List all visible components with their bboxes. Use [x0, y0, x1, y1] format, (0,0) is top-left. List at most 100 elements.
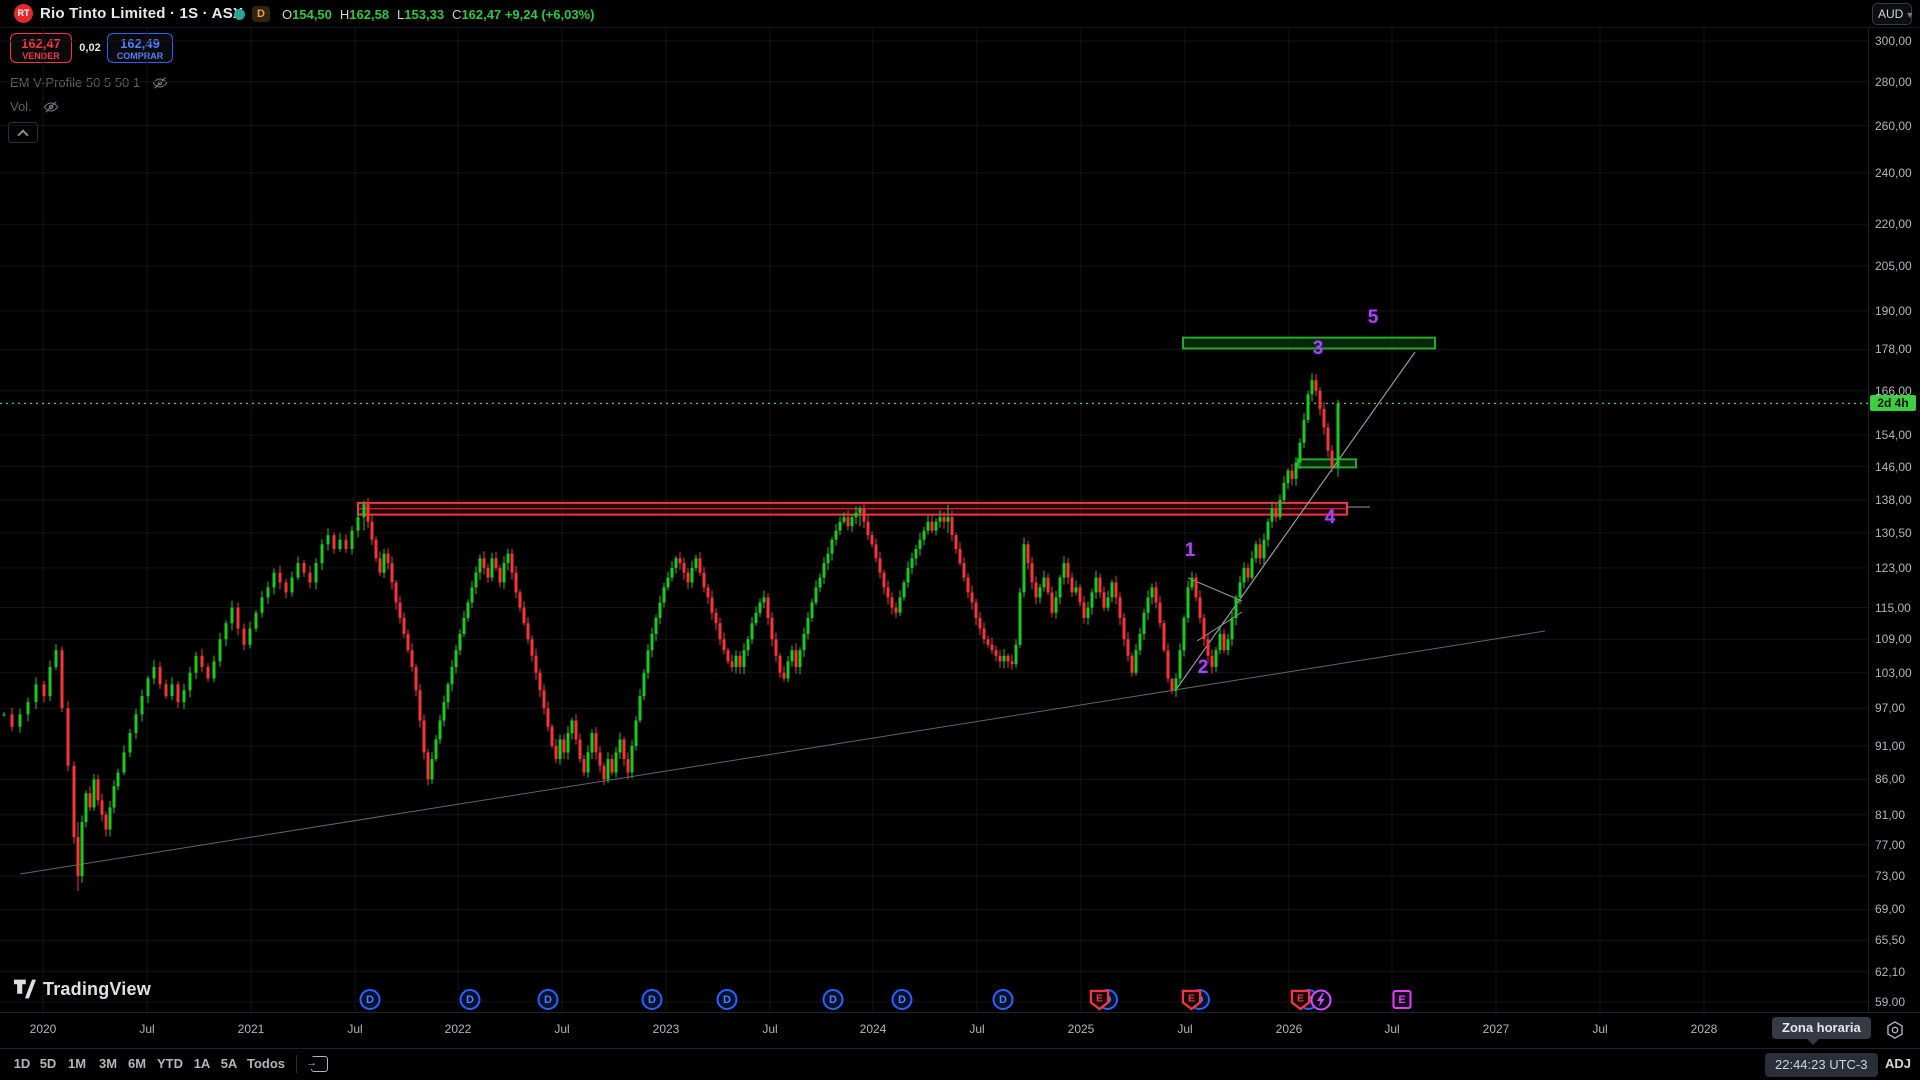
chevron-down-icon: ▼ — [1905, 10, 1915, 20]
dividend-marker[interactable]: D — [359, 989, 381, 1010]
time-tick: Jul — [969, 1022, 985, 1036]
dividend-marker[interactable]: D — [891, 989, 913, 1010]
price-tick: 138,00 — [1875, 492, 1912, 507]
spread-value: 0,02 — [79, 42, 101, 54]
time-tick: Jul — [1592, 1022, 1608, 1036]
earnings-dividend-marker[interactable]: D E — [1089, 989, 1121, 1011]
high-label: H — [339, 7, 350, 22]
wave-label-2[interactable]: 2 — [1197, 657, 1209, 678]
open-label: O — [282, 7, 293, 22]
gear-icon[interactable] — [1886, 1021, 1904, 1039]
dividend-marker[interactable]: D — [992, 989, 1014, 1010]
sell-price: 162,47 — [21, 36, 61, 51]
price-tick: 109,00 — [1875, 632, 1912, 647]
price-tick: 97,00 — [1875, 701, 1906, 716]
symbol-logo[interactable]: RT — [14, 4, 33, 23]
ohlc-readout: O154,50 H162,58 L153,33 C162,47 +9,24 (+6,0… — [282, 7, 594, 22]
price-tick: 115,00 — [1875, 600, 1911, 615]
toolbar-divider — [296, 1055, 297, 1073]
range-button-5d[interactable]: 5D — [39, 1056, 57, 1071]
sell-label: VENDER — [22, 51, 60, 61]
symbol-title[interactable]: Rio Tinto Limited · 1S · ASX — [40, 5, 244, 22]
price-tick: 62,10 — [1875, 964, 1906, 979]
svg-text:E: E — [1096, 992, 1103, 1004]
tradingview-glyph-icon — [14, 979, 36, 999]
market-status-dot — [234, 9, 245, 20]
wave-label-4[interactable]: 4 — [1324, 507, 1336, 528]
dividend-icon: D — [359, 989, 381, 1010]
time-tick: 2021 — [237, 1022, 265, 1036]
price-tick: 154,00 — [1875, 428, 1912, 443]
go-to-date-icon[interactable] — [306, 1056, 328, 1072]
earnings-dividend-marker[interactable]: D E — [1181, 989, 1213, 1011]
tradingview-logo[interactable]: TradingView — [14, 979, 151, 1000]
eye-off-icon[interactable] — [152, 76, 168, 90]
time-axis[interactable]: 2020 Jul 2021 Jul 2022 Jul 2023 Jul 2024 Jul 2025 J… — [0, 1012, 1920, 1048]
dividend-marker[interactable]: D — [822, 989, 844, 1010]
dividend-icon: D — [716, 989, 738, 1010]
currency-selector[interactable]: AUD ▼ — [1872, 3, 1915, 25]
price-tick: 123,00 — [1875, 560, 1912, 575]
svg-text:E: E — [1188, 992, 1195, 1004]
indicator-legend-volume[interactable]: Vol. — [10, 99, 59, 114]
range-button-1d[interactable]: 1D — [13, 1056, 31, 1071]
dividend-icon: D — [537, 989, 559, 1010]
low-value: 153,33 — [404, 7, 445, 22]
price-tick: 300,00 — [1875, 34, 1912, 48]
range-button-todos[interactable]: Todos — [246, 1056, 286, 1071]
price-tick: 65,50 — [1875, 933, 1906, 948]
wave-label-1[interactable]: 1 — [1184, 540, 1196, 561]
sell-button[interactable]: 162,47 VENDER — [10, 33, 72, 63]
close-label: C — [452, 7, 462, 22]
wave-label-5[interactable]: 5 — [1367, 307, 1379, 328]
dividend-icon: D — [641, 989, 663, 1010]
time-tick: Jul — [139, 1022, 155, 1036]
range-button-5a[interactable]: 5A — [220, 1056, 238, 1071]
dividend-icon: D — [891, 989, 913, 1010]
range-button-3m[interactable]: 3M — [98, 1056, 118, 1071]
earnings-icon: E — [1392, 990, 1412, 1009]
buy-button[interactable]: 162,49 COMPRAR — [107, 33, 173, 63]
range-button-1a[interactable]: 1A — [193, 1056, 211, 1071]
price-tick: 240,00 — [1875, 165, 1912, 180]
earnings-dividend-bolt-marker[interactable]: D E — [1290, 989, 1334, 1011]
wave-label-3[interactable]: 3 — [1312, 338, 1324, 359]
buy-price: 162,49 — [120, 36, 160, 51]
bottom-toolbar: 1D 5D 1M 3M 6M YTD 1A 5A Todos 22:44:23 UTC-3 AD… — [0, 1048, 1920, 1080]
dividend-marker[interactable]: D — [459, 989, 481, 1010]
eye-off-icon[interactable] — [43, 100, 59, 114]
candlestick-chart[interactable] — [0, 28, 1868, 1012]
price-tick: 166,00 — [1875, 383, 1912, 398]
price-tick: 73,00 — [1875, 869, 1906, 884]
clock-timezone-button[interactable]: 22:44:23 UTC-3 — [1765, 1053, 1878, 1077]
price-tick: 91,00 — [1875, 738, 1906, 753]
range-button-ytd[interactable]: YTD — [157, 1056, 183, 1071]
price-tick: 130,50 — [1875, 525, 1912, 540]
time-tick: 2020 — [29, 1022, 57, 1036]
dividend-marker[interactable]: D — [641, 989, 663, 1010]
dividend-icon: D — [459, 989, 481, 1010]
svg-text:E: E — [1297, 992, 1304, 1004]
range-button-6m[interactable]: 6M — [127, 1056, 147, 1071]
collapse-legend-button[interactable] — [8, 122, 38, 143]
top-toolbar: RT Rio Tinto Limited · 1S · ASX D O154,5… — [0, 0, 1920, 28]
adjust-data-toggle[interactable]: ADJ — [1885, 1056, 1912, 1071]
time-tick: Jul — [1384, 1022, 1400, 1036]
dividend-marker[interactable]: D — [537, 989, 559, 1010]
change-value: +9,24 (+6,03%) — [504, 7, 595, 22]
price-tick: 81,00 — [1875, 807, 1906, 822]
interval-badge[interactable]: D — [252, 6, 270, 22]
time-tick: Jul — [1177, 1022, 1193, 1036]
range-button-1m[interactable]: 1M — [67, 1056, 87, 1071]
buy-label: COMPRAR — [116, 51, 164, 61]
timezone-tooltip: Zona horaria — [1772, 1017, 1871, 1039]
time-tick: 2027 — [1482, 1022, 1510, 1036]
price-axis[interactable]: 2d 4h 300,00 280,00 260,00 240,00 220,00 205,… — [1868, 28, 1920, 1012]
time-tick: Jul — [554, 1022, 570, 1036]
low-label: L — [397, 7, 405, 22]
time-tick: 2023 — [652, 1022, 680, 1036]
high-value: 162,58 — [349, 7, 390, 22]
dividend-marker[interactable]: D — [716, 989, 738, 1010]
earnings-future-marker[interactable]: E — [1392, 989, 1412, 1009]
time-tick: Jul — [347, 1022, 363, 1036]
